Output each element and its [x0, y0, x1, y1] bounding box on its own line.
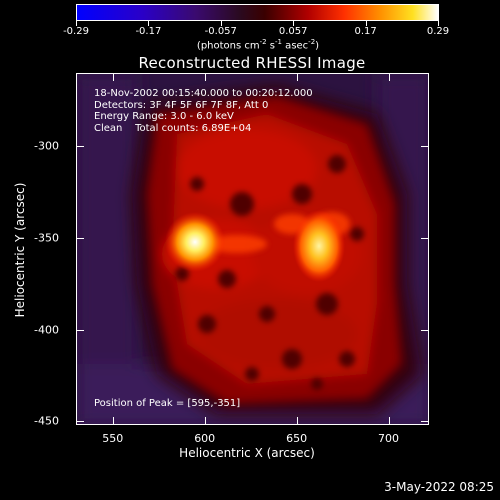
x-axis-tick [112, 73, 114, 81]
y-axis-tick-label: -400 [34, 323, 59, 337]
y-axis-tick [76, 238, 84, 239]
x-axis-tick-label: 650 [286, 432, 308, 445]
heatmap-image [77, 74, 428, 424]
colorbar-tick [76, 21, 77, 26]
y-axis-tick [421, 329, 429, 331]
colorbar-tick [293, 21, 295, 26]
x-axis-tick [204, 73, 206, 81]
colorbar-tick-label: -0.17 [135, 26, 162, 37]
x-axis-tick-label: 550 [102, 432, 124, 445]
colorbar-tick-label: 0.29 [426, 26, 450, 37]
y-axis-tick [421, 421, 429, 423]
y-axis-tick [76, 329, 84, 331]
plot-area [76, 73, 429, 425]
observation-info: 18-Nov-2002 00:15:40.000 to 00:20:12.000… [94, 88, 313, 134]
peak-position-label: Position of Peak = [595,-351] [94, 398, 241, 409]
y-axis-tick [76, 421, 84, 423]
info-energy-range: Energy Range: 3.0 - 6.0 keV [94, 111, 234, 122]
chart-title: Reconstructed RHESSI Image [138, 54, 366, 72]
y-axis-tick [76, 146, 84, 148]
colorbar-tick [148, 21, 150, 26]
info-detectors: Detectors: 3F 4F 5F 6F 7F 8F, Att 0 [94, 99, 269, 111]
colorbar-tick-label: -0.057 [204, 26, 237, 37]
y-axis-label: Heliocentric Y (arcsec) [13, 182, 27, 318]
y-axis-tick-label: -350 [34, 231, 59, 245]
plot-timestamp: 3-May-2022 08:25 [384, 480, 494, 494]
x-axis-tick-label: 600 [194, 432, 216, 445]
colorbar-tick-label: -0.29 [63, 26, 89, 37]
colorbar-tick-label: 0.17 [354, 26, 377, 37]
x-axis-tick [296, 73, 298, 81]
y-axis-tick-label: -450 [34, 414, 59, 428]
colorbar-tick [220, 21, 222, 26]
colorbar [76, 4, 439, 21]
colorbar-tick [438, 21, 439, 26]
x-axis-tick [296, 417, 298, 425]
y-axis-tick-label: -300 [34, 139, 59, 153]
colorbar-gradient [77, 5, 438, 20]
peak-marker-secondary [293, 210, 345, 282]
x-axis-label: Heliocentric X (arcsec) [179, 446, 315, 460]
info-clean-counts: Clean Total counts: 6.89E+04 [94, 122, 252, 134]
colorbar-tick-label: 0.057 [278, 26, 308, 37]
colorbar-tick [365, 21, 367, 26]
y-axis-tick [421, 146, 429, 148]
x-axis-tick [388, 73, 390, 81]
y-axis-tick [421, 238, 429, 239]
x-axis-tick [388, 417, 390, 425]
x-axis-tick-label: 700 [378, 432, 400, 445]
colorbar-unit: (photons cm-2 s-1 asec-2) [196, 38, 320, 52]
x-axis-tick [204, 417, 206, 425]
x-axis-tick [112, 417, 114, 425]
info-time-range: 18-Nov-2002 00:15:40.000 to 00:20:12.000 [94, 88, 313, 99]
peak-marker-primary [165, 212, 225, 272]
